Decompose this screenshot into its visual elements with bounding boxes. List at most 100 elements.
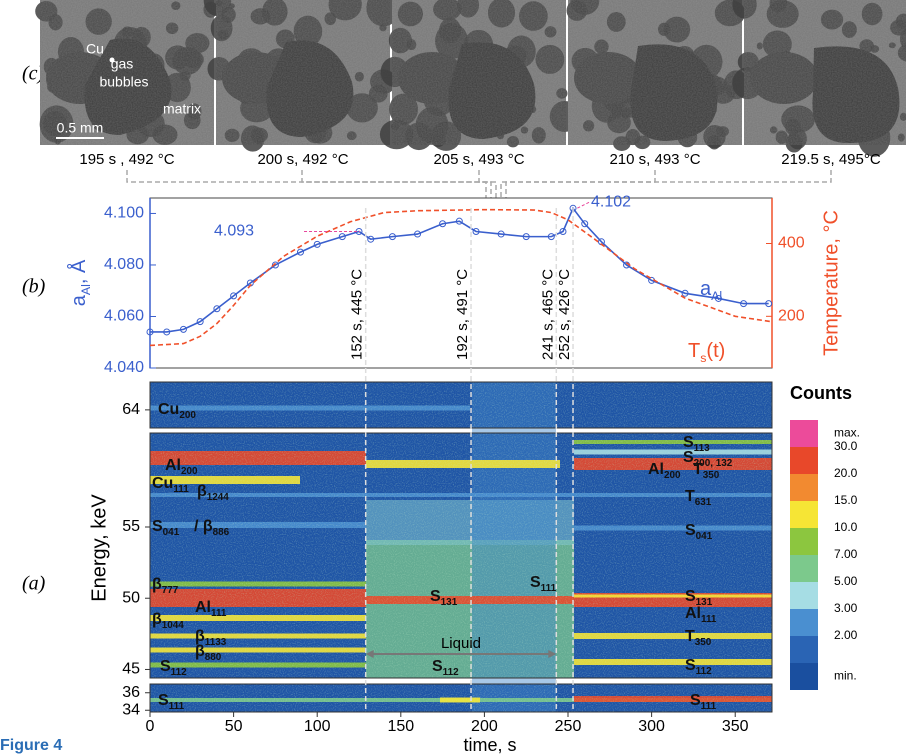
text-part: T [685, 488, 695, 505]
subscript: 777 [162, 585, 179, 596]
micrograph [732, 0, 906, 157]
text-part: S [152, 518, 163, 535]
text-part: , Å [67, 259, 90, 284]
caption: 205 s, 493 °C [433, 151, 524, 168]
text-part: Al [195, 599, 211, 616]
marker-label: 152 s, 445 °C [349, 269, 366, 360]
text-part: S [685, 588, 696, 605]
subscript: 1244 [207, 492, 230, 503]
colorbar-swatch [790, 609, 818, 636]
text-part: (t) [706, 340, 725, 362]
colorbar-swatch [790, 420, 818, 447]
y-tick-label: 64 [122, 401, 140, 418]
subscript: Al [711, 289, 722, 303]
subscript: 041 [163, 527, 180, 538]
colorbar-swatch [790, 555, 818, 582]
legend-entry: Ts(t) [688, 340, 725, 365]
grain [744, 0, 906, 145]
cu-particle [110, 58, 115, 63]
subscript: 1044 [162, 620, 185, 631]
subscript: 131 [441, 597, 458, 608]
subscript: 111 [701, 701, 717, 712]
y2-axis-label: Temperature, °C [820, 210, 842, 356]
micrograph-annotation: Cu [86, 41, 104, 57]
colorbar-swatch [790, 636, 818, 663]
subscript: 111 [211, 608, 227, 619]
subscript: 113 [694, 443, 710, 454]
subscript: 111 [173, 484, 189, 495]
colorbar-label: 10.0 [834, 520, 858, 534]
subscript: 200 [181, 466, 198, 477]
y-tick-label: 45 [122, 661, 140, 678]
colorbar-label: 3.00 [834, 601, 858, 615]
x-tick-label: 150 [387, 718, 414, 735]
text-part: S [690, 692, 701, 709]
figure-label: Figure 4 [0, 737, 62, 754]
text-part: Al [165, 457, 181, 474]
text-part: β [197, 483, 207, 500]
y-tick-label: 4.100 [104, 205, 144, 222]
colorbar-label: 7.00 [834, 547, 858, 561]
peak-label: 4.093 [214, 223, 254, 240]
x-tick-label: 350 [722, 718, 749, 735]
subscript: 631 [695, 497, 712, 508]
subscript: 1133 [205, 637, 227, 648]
colorbar-label: 20.0 [834, 466, 858, 480]
connector [127, 170, 486, 198]
legend-entry: aAl [700, 278, 722, 303]
figure: (c) Figure 4 195 s , 492 °C200 s, 492 °C… [0, 0, 906, 756]
colorbar-swatch [790, 447, 818, 474]
y2-tick-label: 200 [778, 308, 805, 325]
micrograph [204, 0, 401, 152]
panel-label: (b) [22, 276, 46, 298]
x-tick-label: 0 [146, 718, 155, 735]
text-part: T [688, 340, 700, 362]
colorbar-label: 30.0 [834, 439, 858, 453]
micrograph [380, 0, 580, 151]
subscript: 350 [695, 637, 712, 648]
text-part: S [158, 692, 169, 709]
colorbar-swatch [790, 474, 818, 501]
connector [501, 170, 655, 198]
grain [568, 0, 742, 145]
y-tick-label: 4.040 [104, 359, 144, 376]
caption: 210 s, 493 °C [609, 151, 700, 168]
subscript: 200 [664, 470, 681, 481]
y-tick-label: 4.060 [104, 308, 144, 325]
y-tick-label: 36 [122, 684, 140, 701]
colorbar-label: min. [834, 669, 857, 683]
caption: 195 s , 492 °C [79, 151, 174, 168]
x-tick-label: 50 [225, 718, 243, 735]
y-tick-label: 4.080 [104, 256, 144, 273]
text-part: S [685, 657, 696, 674]
text-part: T [685, 628, 695, 645]
subscript: 112 [696, 666, 712, 677]
text-part: S [432, 658, 443, 675]
region-label: Liquid [441, 635, 481, 652]
micrograph-annotation: matrix [163, 101, 201, 117]
connector [479, 170, 496, 198]
x-axis-label: time, s [463, 735, 516, 755]
micrograph-annotation: bubbles [99, 74, 148, 90]
text-part: S [685, 522, 696, 539]
text-part: T [693, 461, 703, 478]
y-tick-label: 50 [122, 589, 140, 606]
subscript: 111 [701, 614, 717, 625]
grain [392, 0, 566, 145]
y-tick-label: 34 [122, 701, 140, 718]
text-part: Cu [152, 475, 173, 492]
y-axis-label: aAl, Å [67, 259, 93, 306]
colorbar-label: 5.00 [834, 574, 858, 588]
micrograph [567, 0, 750, 151]
y2-tick-label: 400 [778, 235, 805, 252]
marker-label: 252 s, 426 °C [556, 269, 573, 360]
connector [302, 170, 491, 198]
panel-label: (a) [22, 573, 46, 595]
text-part: β [195, 643, 205, 660]
peak-arrow [577, 202, 589, 208]
subscript: 350 [703, 470, 720, 481]
speckle [150, 684, 772, 712]
caption: 200 s, 492 °C [257, 151, 348, 168]
caption: 219.5 s, 495°C [781, 151, 881, 168]
subscript: 112 [443, 667, 459, 678]
